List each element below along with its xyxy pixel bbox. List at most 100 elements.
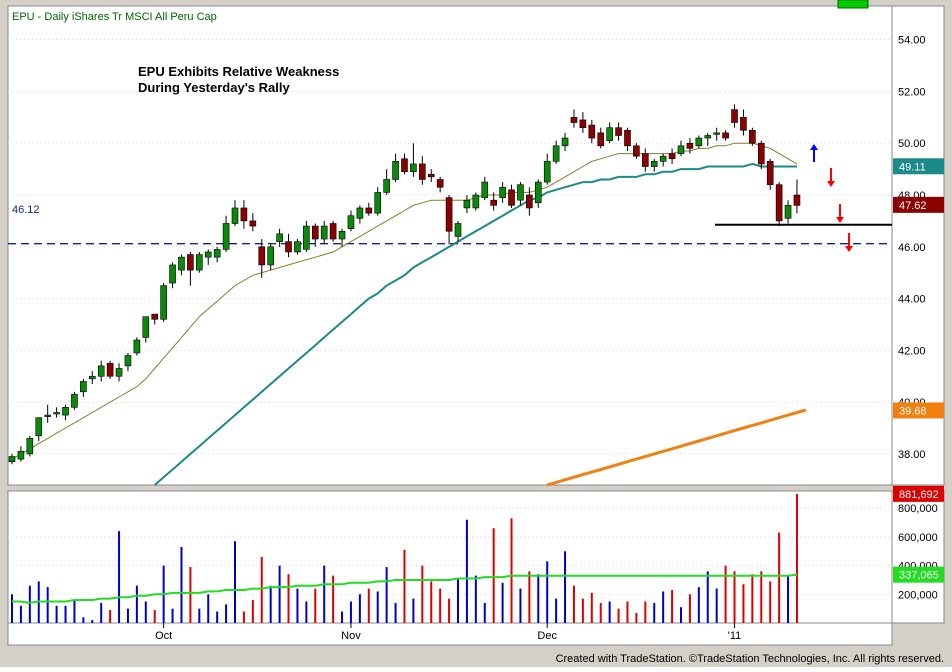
candle-body [615, 127, 622, 136]
down-arrow-1-head [827, 181, 835, 187]
down-arrow-3 [845, 233, 853, 252]
candle-body [427, 173, 435, 178]
dashed-level-label: 46.12 [12, 204, 40, 216]
candle-body [44, 414, 51, 417]
candle-body [454, 223, 462, 237]
date-tick-label: Oct [155, 630, 172, 642]
candle-body [686, 142, 694, 149]
candle-body [633, 145, 640, 157]
candle-body [472, 194, 480, 209]
candle-body [196, 254, 203, 271]
ma-short-line [11, 142, 798, 460]
date-axis [7, 622, 893, 646]
date-tick-label: '11 [728, 630, 742, 642]
price-tick-label: 52.00 [898, 86, 926, 98]
candle-body [17, 451, 25, 460]
candle-body [231, 207, 239, 224]
candle-body [650, 161, 658, 167]
candle-body [142, 316, 150, 338]
candle-body [356, 207, 364, 219]
ma-long-line [546, 408, 807, 487]
candle-body [35, 417, 43, 437]
candle-body [187, 254, 194, 271]
candle-body [285, 241, 292, 253]
candle-body [106, 363, 114, 377]
candle-body [338, 230, 346, 240]
candle-body [526, 194, 533, 209]
footer-credit: Created with TradeStation. ©TradeStation… [556, 653, 944, 665]
down-arrow-1 [827, 168, 835, 187]
candle-body [740, 117, 747, 131]
candle-body [320, 225, 328, 240]
candle-body [160, 285, 167, 320]
chart-title: EPU - Daily iShares Tr MSCI All Peru Cap [12, 11, 217, 23]
candle-body [624, 129, 631, 147]
candle-body [204, 251, 212, 258]
candle-body [329, 223, 337, 240]
candle-body [552, 145, 560, 162]
candle-body [775, 184, 783, 222]
volume-tick-label: 600,000 [898, 532, 938, 544]
candle-body [213, 249, 221, 258]
candle-body [508, 189, 515, 206]
last-volume-text: 881,692 [899, 489, 939, 501]
candle-body [80, 381, 87, 393]
volume-axis-labels: 800,000600,000400,000200,000881,692337,0… [893, 485, 944, 601]
date-tick-label: Nov [341, 630, 361, 642]
candle-body [436, 179, 444, 188]
candle-body [668, 153, 676, 160]
candle-body [169, 264, 176, 284]
date-tick-label: Dec [537, 630, 557, 642]
candle-body [88, 375, 96, 380]
candle-body [499, 186, 506, 198]
candle-body [178, 256, 185, 271]
candle-body [757, 142, 765, 165]
candle-body [588, 124, 596, 139]
annotation-arrows [810, 144, 853, 252]
candle-body [597, 132, 605, 147]
candle-body [8, 456, 16, 462]
moving-averages [11, 142, 807, 487]
candle-body [374, 192, 382, 214]
candle-body [392, 161, 399, 180]
candle-body [124, 355, 132, 367]
candle-body [303, 225, 310, 250]
candle-body [347, 215, 355, 229]
price-tick-label: 54.00 [898, 35, 926, 47]
candle-body [463, 199, 471, 209]
last-price-text: 47.62 [899, 200, 927, 212]
candle-body [517, 184, 524, 201]
candle-body [659, 155, 667, 162]
ma-long-last-text: 39.68 [899, 405, 927, 417]
candle-body [784, 205, 792, 219]
down-arrow-3-head [845, 246, 853, 252]
candle-body [365, 207, 373, 214]
volume-tick-label: 200,000 [898, 589, 938, 601]
candle-body [534, 181, 542, 204]
candle-body [267, 246, 274, 266]
volume-tick-label: 800,000 [898, 503, 938, 515]
candle-body [445, 197, 453, 232]
candle-body [311, 225, 319, 240]
candle-body [677, 145, 685, 154]
candle-body [731, 109, 738, 123]
candle-body [71, 394, 78, 408]
candle-body [419, 163, 426, 180]
candle-body [695, 137, 703, 147]
candle-body [133, 339, 141, 354]
ma-mid-last-text: 49.11 [899, 161, 926, 173]
price-tick-label: 50.00 [898, 138, 926, 150]
candle-body [722, 132, 729, 139]
candle-body [793, 194, 801, 206]
candle-body [222, 223, 230, 250]
ma-mid-line [154, 162, 797, 486]
status-indicator[interactable] [837, 0, 869, 9]
down-arrow-2-head [836, 217, 844, 223]
candle-body [26, 438, 34, 455]
down-arrow-2 [836, 204, 844, 223]
candle-body [249, 220, 257, 227]
candle-body [294, 241, 301, 253]
ma-mid-last-tag [893, 158, 944, 175]
ma-long-last-tag [893, 402, 944, 419]
candle-body [766, 161, 774, 185]
